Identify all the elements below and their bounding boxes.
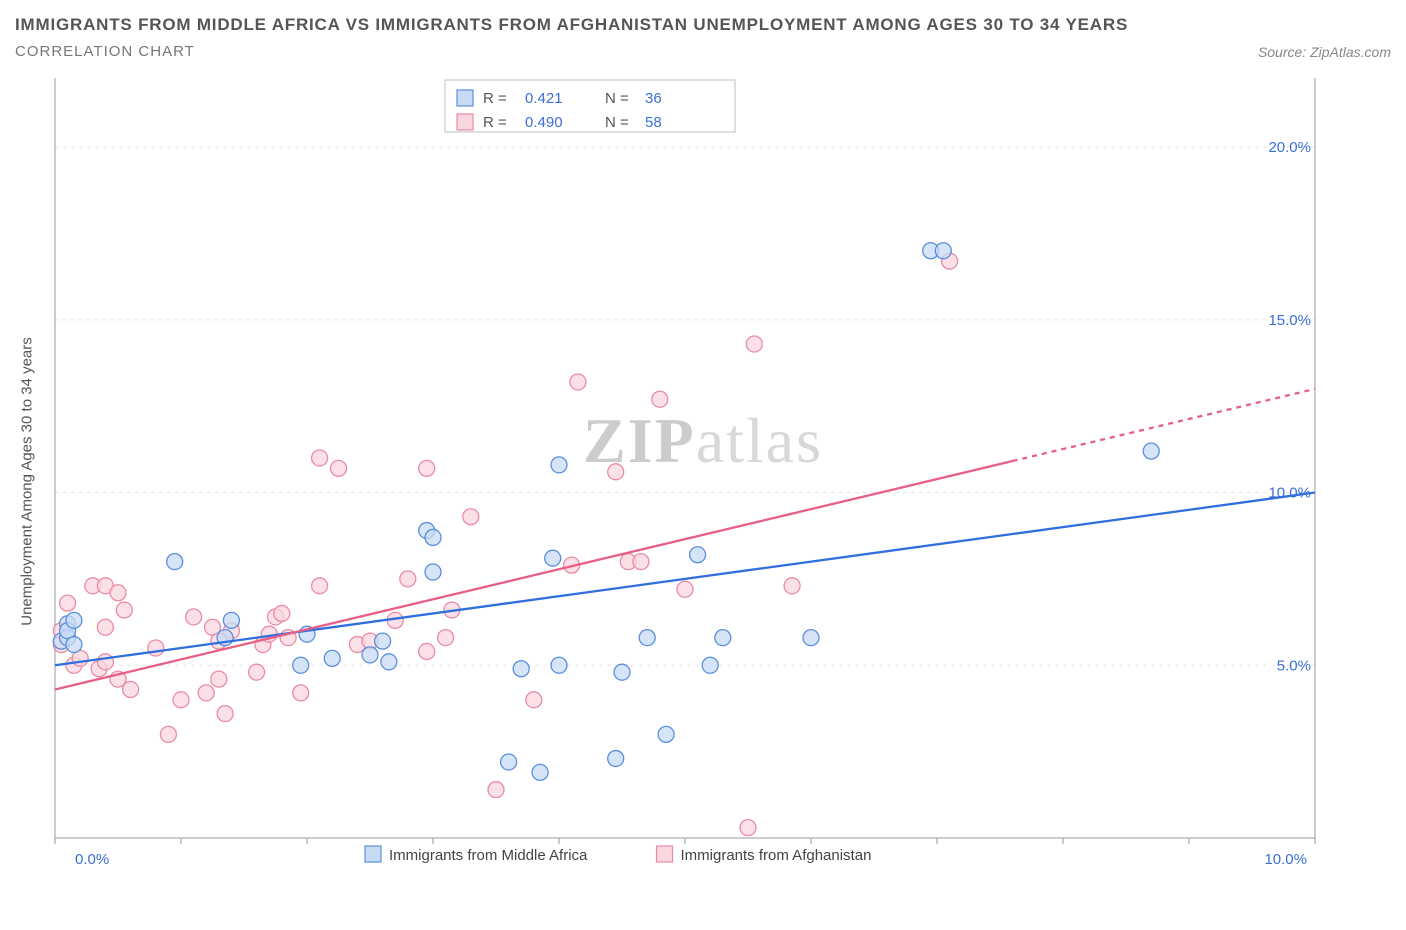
data-point (1143, 443, 1159, 459)
data-point (513, 661, 529, 677)
data-point (419, 460, 435, 476)
data-point (381, 654, 397, 670)
legend-r-value: 0.490 (525, 114, 563, 131)
data-point (570, 374, 586, 390)
data-point (66, 637, 82, 653)
data-point (677, 581, 693, 597)
data-point (551, 657, 567, 673)
data-point (198, 685, 214, 701)
data-point (312, 578, 328, 594)
bottom-legend-swatch (657, 846, 673, 862)
legend-swatch (457, 90, 473, 106)
data-point (66, 612, 82, 628)
data-point (803, 630, 819, 646)
data-point (425, 529, 441, 545)
data-point (532, 764, 548, 780)
data-point (160, 726, 176, 742)
data-point (211, 671, 227, 687)
data-point (633, 554, 649, 570)
data-point (740, 820, 756, 836)
data-point (784, 578, 800, 594)
data-point (312, 450, 328, 466)
data-point (375, 633, 391, 649)
y-tick-label: 5.0% (1277, 657, 1311, 674)
legend-n-label: N = (605, 114, 629, 131)
data-point (608, 464, 624, 480)
y-axis-label: Unemployment Among Ages 30 to 34 years (19, 337, 36, 626)
legend-n-value: 58 (645, 114, 662, 131)
data-point (116, 602, 132, 618)
x-tick-label: 10.0% (1264, 851, 1307, 868)
legend-r-label: R = (483, 114, 507, 131)
data-point (293, 685, 309, 701)
chart-subtitle: CORRELATION CHART (15, 43, 195, 60)
data-point (463, 509, 479, 525)
data-point (746, 336, 762, 352)
scatter-chart: 5.0%10.0%15.0%20.0%0.0%10.0%R =0.421N =3… (15, 68, 1351, 878)
legend-r-value: 0.421 (525, 90, 563, 107)
data-point (110, 585, 126, 601)
data-point (274, 605, 290, 621)
y-tick-label: 15.0% (1268, 312, 1311, 329)
data-point (331, 460, 347, 476)
subtitle-row: CORRELATION CHART Source: ZipAtlas.com (15, 43, 1391, 60)
data-point (652, 391, 668, 407)
legend-n-value: 36 (645, 90, 662, 107)
trendline (55, 461, 1013, 689)
data-point (167, 554, 183, 570)
chart-title: IMMIGRANTS FROM MIDDLE AFRICA VS IMMIGRA… (15, 15, 1391, 35)
data-point (60, 595, 76, 611)
data-point (425, 564, 441, 580)
data-point (608, 751, 624, 767)
data-point (702, 657, 718, 673)
data-point (501, 754, 517, 770)
data-point (186, 609, 202, 625)
trendline (55, 493, 1315, 666)
data-point (97, 654, 113, 670)
data-point (400, 571, 416, 587)
bottom-legend-label: Immigrants from Middle Africa (389, 847, 588, 864)
trendline-dashed (1013, 389, 1315, 461)
x-tick-label: 0.0% (75, 851, 109, 868)
data-point (293, 657, 309, 673)
legend-n-label: N = (605, 90, 629, 107)
legend-swatch (457, 114, 473, 130)
y-tick-label: 20.0% (1268, 139, 1311, 156)
data-point (614, 664, 630, 680)
data-point (935, 243, 951, 259)
data-point (526, 692, 542, 708)
data-point (488, 782, 504, 798)
data-point (324, 650, 340, 666)
data-point (639, 630, 655, 646)
data-point (123, 681, 139, 697)
data-point (362, 647, 378, 663)
data-point (715, 630, 731, 646)
source-label: Source: ZipAtlas.com (1258, 44, 1391, 60)
data-point (223, 612, 239, 628)
chart-container: Unemployment Among Ages 30 to 34 years Z… (15, 68, 1391, 878)
legend-r-label: R = (483, 90, 507, 107)
data-point (173, 692, 189, 708)
data-point (249, 664, 265, 680)
bottom-legend-label: Immigrants from Afghanistan (681, 847, 872, 864)
data-point (97, 619, 113, 635)
data-point (217, 706, 233, 722)
data-point (658, 726, 674, 742)
bottom-legend-swatch (365, 846, 381, 862)
data-point (551, 457, 567, 473)
data-point (419, 643, 435, 659)
data-point (438, 630, 454, 646)
data-point (545, 550, 561, 566)
data-point (690, 547, 706, 563)
data-point (148, 640, 164, 656)
